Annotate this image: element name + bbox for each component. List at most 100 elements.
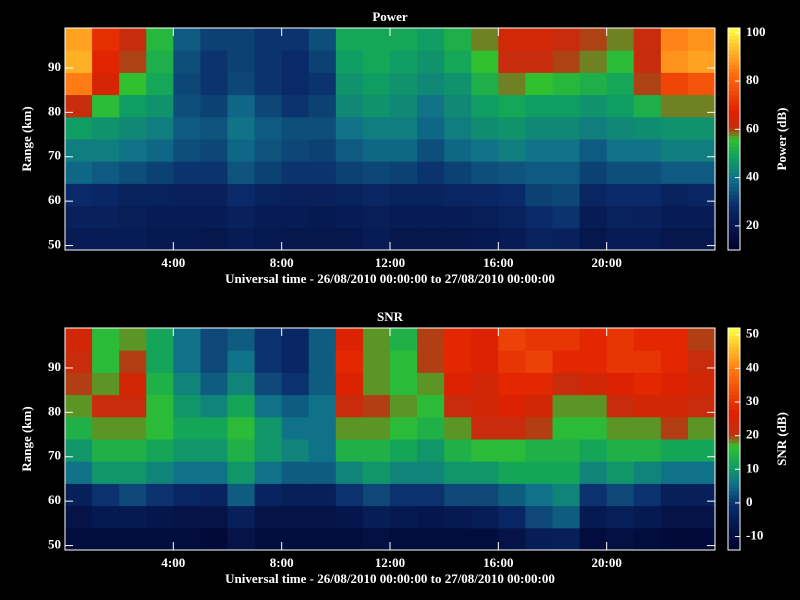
heatmap-cell [119,205,147,229]
heatmap-cell [390,72,418,96]
heatmap-cell [633,183,662,207]
heatmap-cell [606,205,635,229]
colorbar-tick-label: 80 [746,72,759,87]
heatmap-cell [227,505,256,529]
heatmap-cell [471,505,499,529]
heatmap-cell [471,439,499,462]
heatmap-cell [606,439,635,462]
colorbar-swatch [728,520,740,525]
heatmap-cell [660,483,689,507]
heatmap-cell [281,205,310,229]
heatmap-cell [498,116,526,140]
heatmap-cell [173,183,201,207]
heatmap-cell [65,505,93,529]
heatmap-cell [444,350,472,373]
heatmap-cell [308,328,337,351]
x-tick-label: 8:00 [270,555,294,570]
colorbar-swatch [728,224,740,229]
heatmap-cell [525,439,553,462]
colorbar-swatch [728,139,740,144]
heatmap-cell [525,28,553,51]
heatmap-cell [65,94,93,118]
heatmap-cell [633,328,662,351]
heatmap-cell [471,50,499,73]
heatmap-cell [390,139,418,162]
colorbar-swatch [728,135,740,140]
colorbar-swatch [728,113,740,118]
heatmap-cell [444,328,472,351]
heatmap-cell [417,139,445,162]
heatmap-cell [525,350,553,373]
colorbar-tick-label: 60 [746,120,759,135]
heatmap-cell [254,350,283,373]
colorbar-tick-label: 50 [746,326,759,341]
heatmap-cell [362,483,391,507]
colorbar-frame [727,327,741,551]
colorbar-swatch [728,94,740,99]
heatmap-cell [525,483,553,507]
heatmap-cell [390,50,418,73]
heatmap-cell [444,205,472,229]
heatmap-cell [146,350,174,373]
heatmap-cell [687,439,716,462]
heatmap-cell [119,139,147,162]
colorbar-swatch [728,346,740,351]
colorbar-swatch [728,153,740,158]
colorbar-swatch [728,68,740,73]
colorbar-swatch [728,65,740,70]
heatmap-cell [308,139,337,162]
heatmap-cell [471,227,499,251]
heatmap-cell [92,505,120,529]
heatmap-cell [92,161,120,184]
heatmap-cell [92,183,120,207]
heatmap-cell [606,183,635,207]
heatmap-cell [146,94,174,118]
colorbar-swatch [728,535,740,540]
heatmap-cell [65,50,93,73]
colorbar-swatch [728,464,740,470]
heatmap-cell [444,161,472,184]
heatmap-cell [417,483,445,507]
heatmap-cell [308,94,337,118]
colorbar-swatch [728,79,740,84]
heatmap-cell [471,483,499,507]
x-tick-label: 12:00 [375,555,405,570]
heatmap-cell [335,50,364,73]
heatmap-cell [390,205,418,229]
heatmap-cell [227,116,256,140]
colorbar-swatch [728,357,740,362]
heatmap-cell [417,439,445,462]
heatmap-cell [146,183,174,207]
heatmap-cell [335,527,364,551]
heatmap-cell [606,394,635,418]
heatmap-cell [606,161,635,184]
heatmap-cell [525,505,553,529]
heatmap-cell [633,227,662,251]
colorbar-swatch [728,431,740,436]
heatmap-cell [200,328,228,351]
heatmap-cell [606,372,635,396]
heatmap-cell [687,28,716,51]
heatmap-cell [579,328,608,351]
heatmap-cell [417,372,445,396]
heatmap-cell [227,205,256,229]
heatmap-cell [606,28,635,51]
heatmap-cell [471,116,499,140]
heatmap-cell [471,161,499,184]
heatmap-cell [362,205,391,229]
heatmap-cell [119,439,147,462]
heatmap-cell [119,350,147,373]
heatmap-cell [687,116,716,140]
colorbar-swatch [728,468,740,473]
heatmap-cell [390,461,418,484]
colorbar-swatch [728,120,740,125]
heatmap-cell [173,461,201,484]
heatmap-cell [633,350,662,373]
heatmap-cell [552,161,581,184]
heatmap-cell [119,183,147,207]
heatmap-cell [525,183,553,207]
colorbar-swatch [728,390,740,396]
heatmap-cell [92,483,120,507]
x-tick-label: 4:00 [161,255,185,270]
heatmap-cell [173,28,201,51]
